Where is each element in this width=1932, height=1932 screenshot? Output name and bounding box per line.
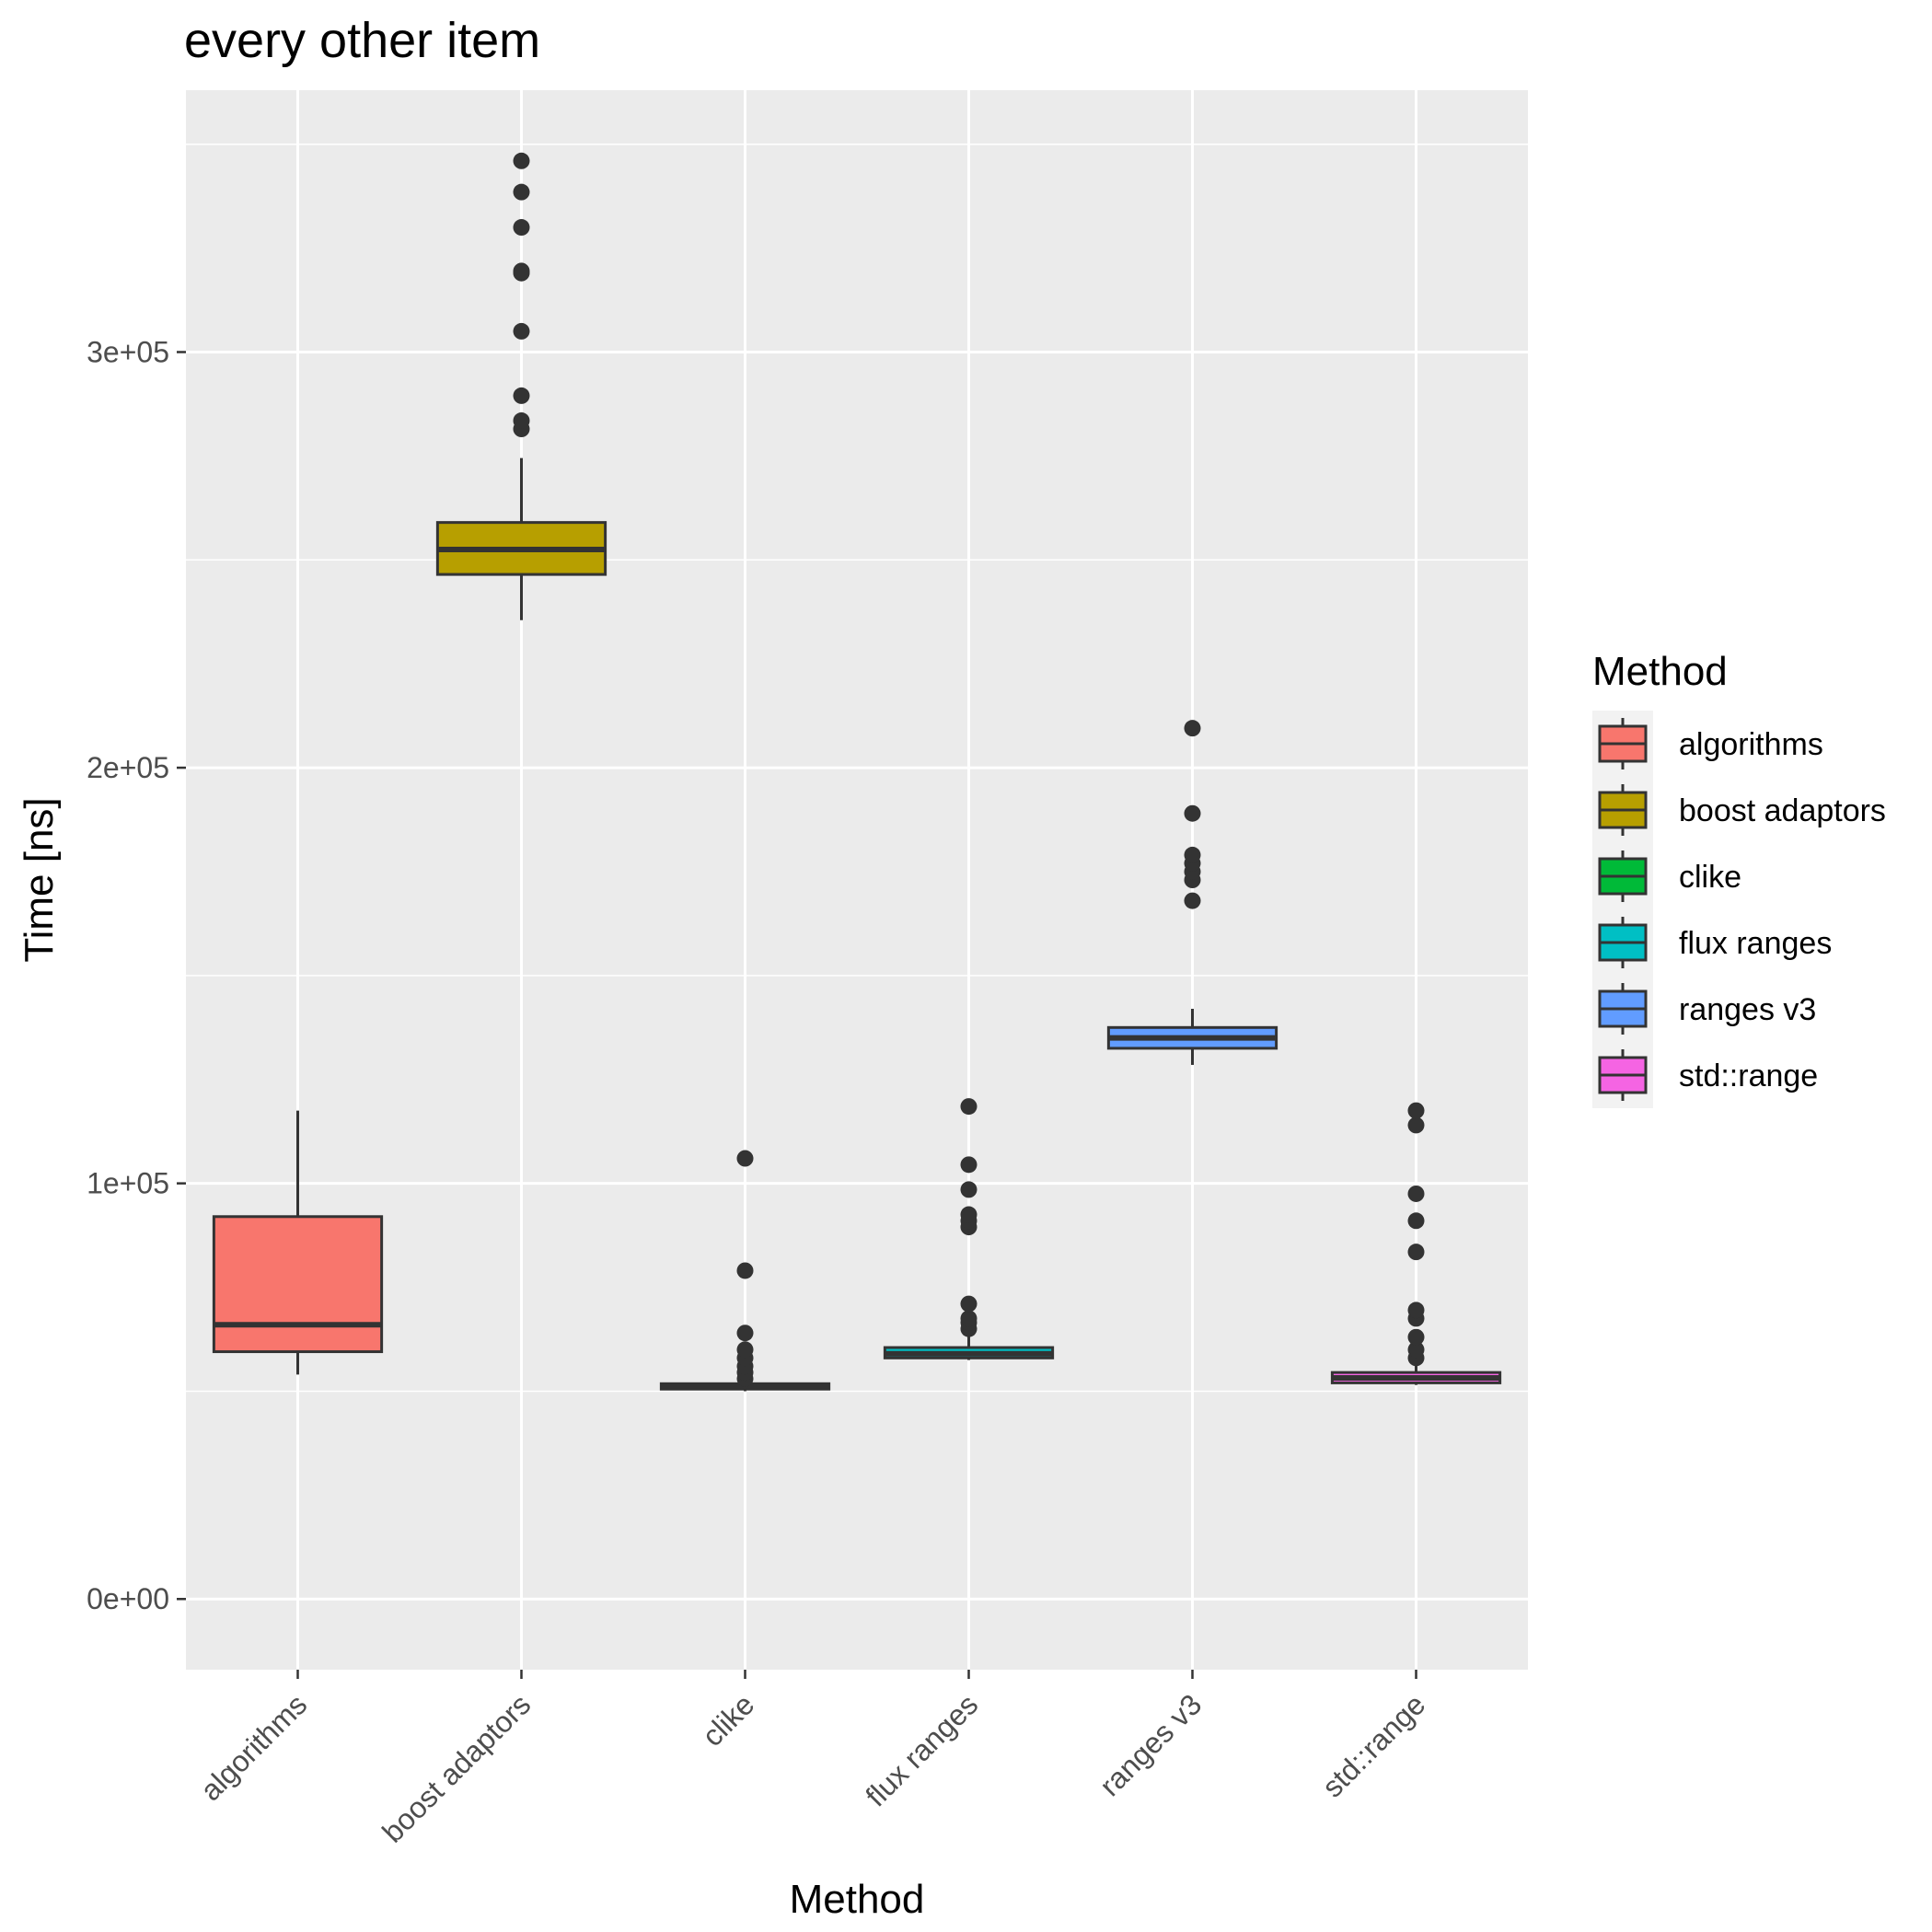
y-tick-label: 1e+05 <box>87 1167 169 1200</box>
outlier-point <box>1407 1301 1425 1319</box>
legend-title: Method <box>1592 649 1728 694</box>
x-axis-title: Method <box>790 1877 925 1922</box>
y-tick-label: 2e+05 <box>87 751 169 784</box>
box-series <box>212 152 1502 1392</box>
chart-title: every other item <box>184 13 540 68</box>
box-algorithms <box>212 1110 384 1375</box>
outlier-point <box>736 1150 754 1167</box>
y-tick-label: 3e+05 <box>87 335 169 368</box>
legend-label: clike <box>1679 860 1741 895</box>
outlier-point <box>1407 1102 1425 1119</box>
outlier-point <box>513 219 530 237</box>
plot-panel <box>186 90 1528 1670</box>
legend-item: flux ranges <box>1598 917 1832 968</box>
legend-item: algorithms <box>1598 718 1823 769</box>
y-tick-label: 0e+00 <box>87 1582 169 1615</box>
legend-item: ranges v3 <box>1598 983 1816 1035</box>
x-tick-label: boost adaptors <box>376 1687 537 1848</box>
legend-label: flux ranges <box>1679 926 1832 961</box>
x-tick-label: clike <box>696 1687 761 1753</box>
box-boost-adaptors <box>435 152 607 620</box>
outlier-point <box>1184 846 1201 863</box>
outlier-point <box>736 1325 754 1342</box>
x-tick-label: algorithms <box>194 1687 314 1807</box>
box-body <box>212 1215 384 1354</box>
x-tick-label: flux ranges <box>859 1687 984 1812</box>
box-ranges-v3 <box>1106 720 1278 1065</box>
x-tick-label: ranges v3 <box>1093 1687 1209 1802</box>
legend-item: std::range <box>1598 1049 1818 1101</box>
outlier-point <box>513 262 530 280</box>
legend-item: clike <box>1598 850 1741 902</box>
outlier-point <box>960 1181 978 1198</box>
outlier-point <box>513 322 530 340</box>
outlier-point <box>736 1341 754 1359</box>
outlier-point <box>1407 1341 1425 1359</box>
outlier-point <box>1184 720 1201 737</box>
y-axis: 0e+00 1e+05 2e+05 3e+05 <box>87 335 186 1615</box>
legend-item: boost adaptors <box>1598 784 1886 836</box>
box-clike <box>659 1150 831 1392</box>
legend: Method algorithms boost adaptors clike flux… <box>1592 649 1886 1108</box>
box-std-range <box>1330 1102 1502 1385</box>
legend-label: ranges v3 <box>1679 992 1816 1027</box>
outlier-point <box>1407 1328 1425 1346</box>
legend-label: std::range <box>1679 1059 1818 1093</box>
legend-label: boost adaptors <box>1679 793 1886 828</box>
legend-items: algorithms boost adaptors clike flux ranges… <box>1598 718 1886 1101</box>
minor-gridlines <box>186 143 1528 1393</box>
legend-background <box>1592 711 1653 1108</box>
legend-label: algorithms <box>1679 727 1823 762</box>
outlier-point <box>960 1206 978 1223</box>
outlier-point <box>513 387 530 404</box>
outlier-point <box>960 1156 978 1174</box>
box-flux-ranges <box>883 1098 1055 1360</box>
outlier-point <box>960 1098 978 1116</box>
outlier-point <box>736 1262 754 1279</box>
outlier-point <box>960 1310 978 1327</box>
outlier-point <box>960 1295 978 1313</box>
outlier-point <box>513 152 530 169</box>
outlier-point <box>513 183 530 201</box>
outlier-point <box>1184 892 1201 909</box>
x-axis: algorithms boost adaptors clike flux ranges… <box>194 1670 1431 1849</box>
y-axis-title: Time [ns] <box>17 797 62 962</box>
outlier-point <box>1184 804 1201 822</box>
outlier-point <box>1407 1185 1425 1202</box>
outlier-point <box>1407 1212 1425 1230</box>
outlier-point <box>1407 1244 1425 1261</box>
x-tick-label: std::range <box>1315 1687 1431 1803</box>
outlier-point <box>513 412 530 430</box>
outlier-point <box>1407 1116 1425 1134</box>
